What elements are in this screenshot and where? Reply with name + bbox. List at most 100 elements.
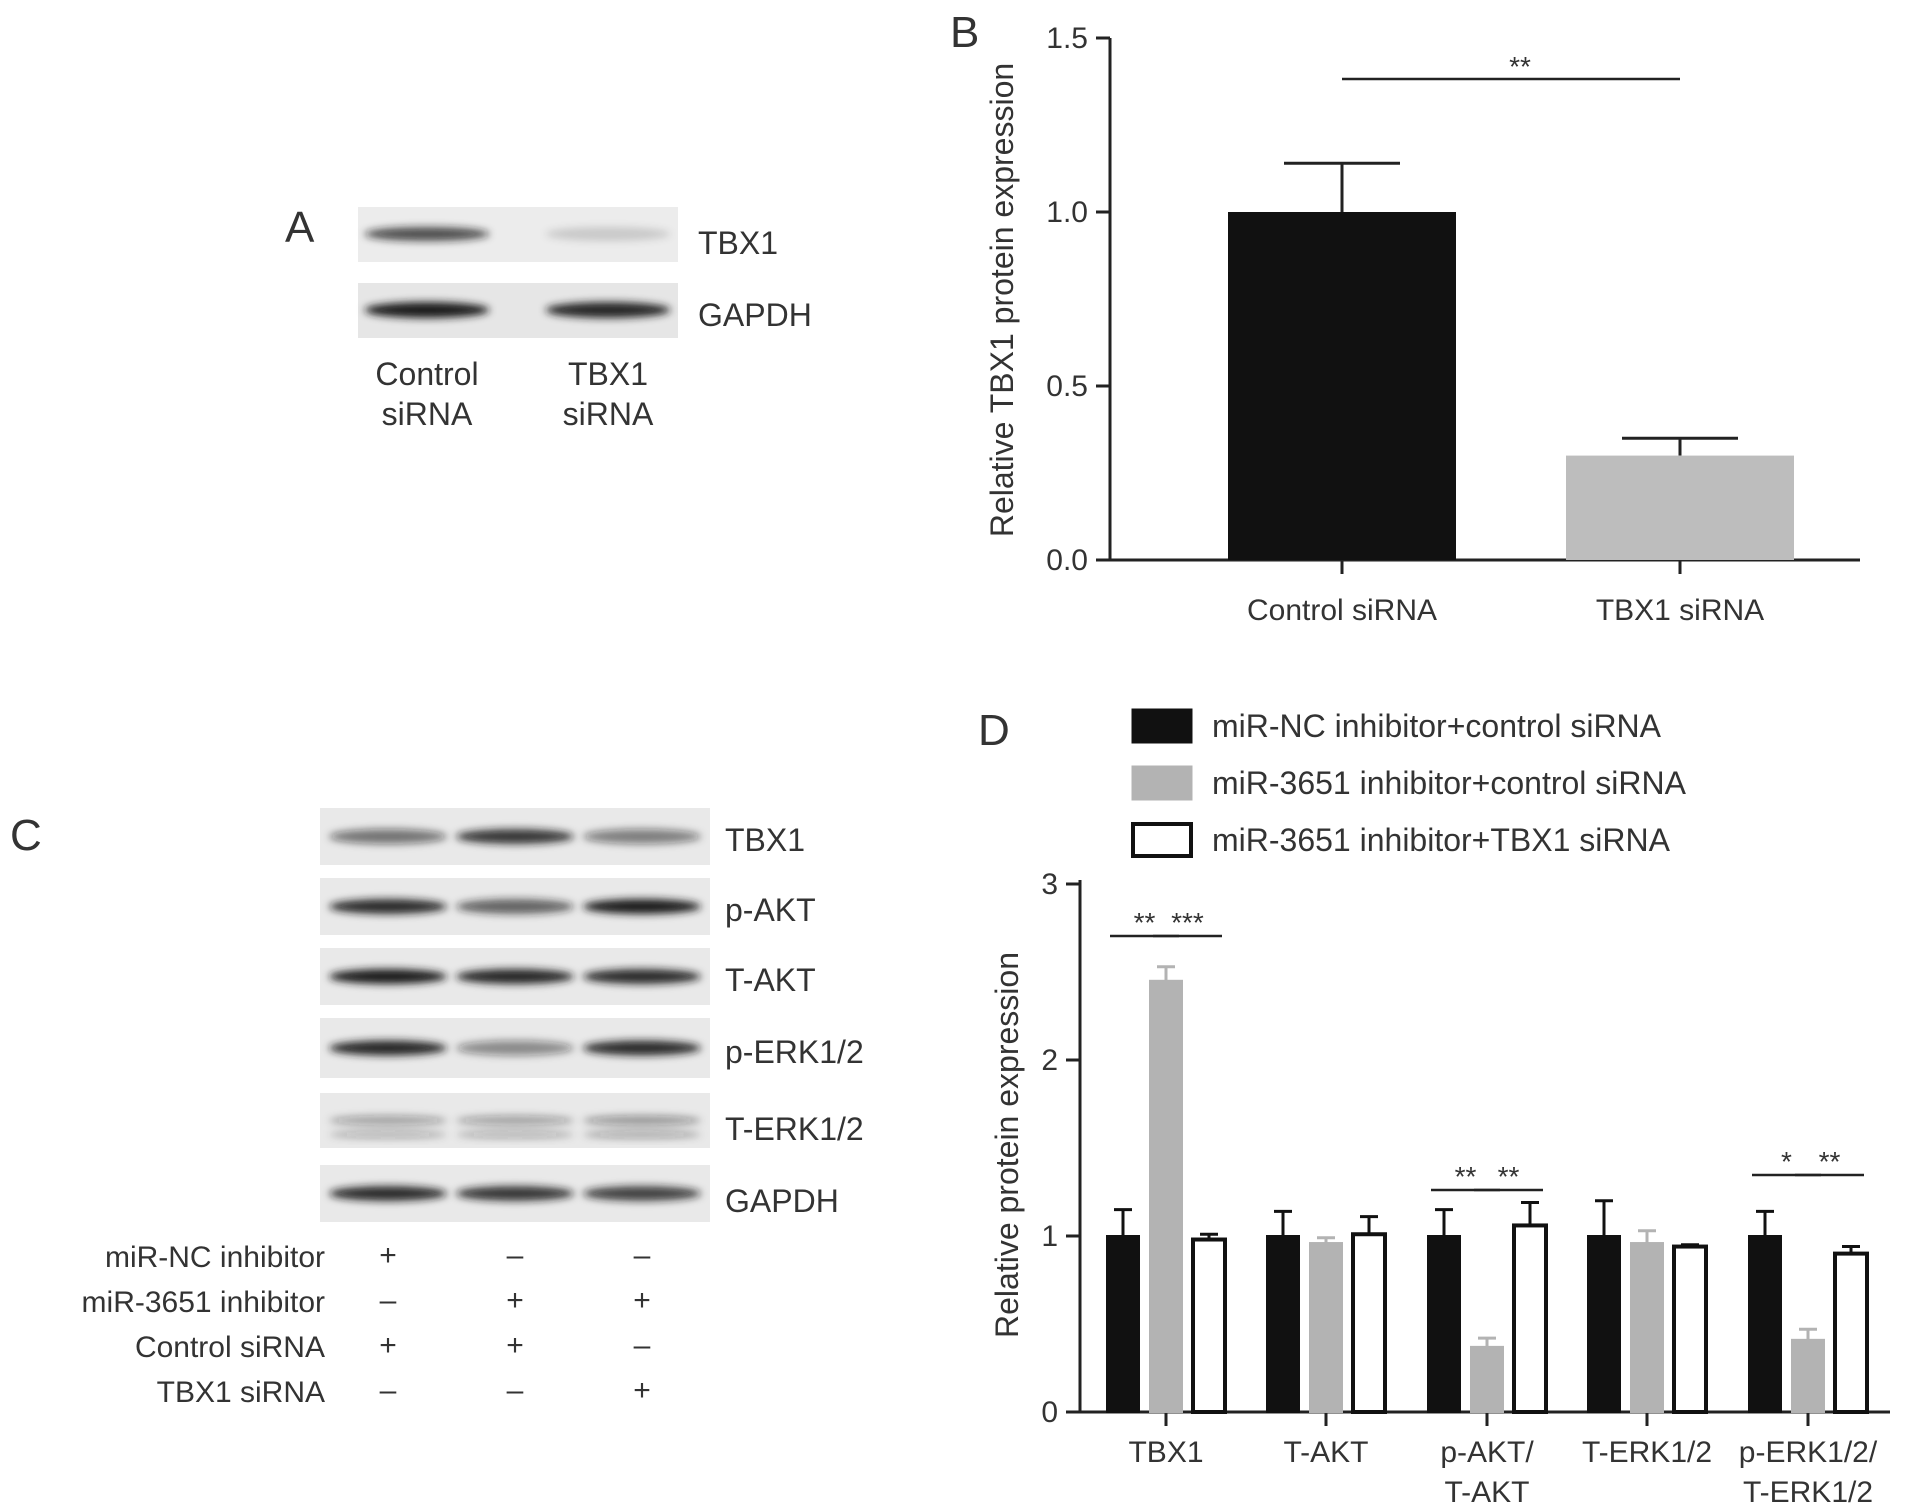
- panel-letter-d: D: [978, 706, 1010, 755]
- y-tick-label-b-0: 0.0: [1046, 544, 1088, 577]
- condition-label-control-sirna: Control siRNA: [135, 1331, 325, 1364]
- band-c-row-5-lane-2: [456, 1115, 574, 1126]
- sign-control-sirna-lane3: –: [634, 1329, 651, 1362]
- sign-control-sirna-lane2: +: [506, 1329, 524, 1362]
- y-axis-title-d: Relative protein expression: [989, 952, 1025, 1338]
- band-c-row-5b-lane-2: [456, 1130, 574, 1139]
- legend-label-series-2: miR-3651 inhibitor+control siRNA: [1212, 765, 1687, 801]
- lane-label-tbx1-line2: siRNA: [563, 396, 654, 432]
- sign-mir-nc-lane2: –: [507, 1239, 524, 1272]
- y-tick-label-b-1: 0.5: [1046, 370, 1088, 403]
- panel-c-western-blot: TBX1 p-AKT T-AKT p-ERK1/2 T-ERK1/2 GAPDH…: [82, 808, 864, 1409]
- legend-label-series-3: miR-3651 inhibitor+TBX1 siRNA: [1212, 822, 1671, 858]
- bar-d-g4-s2: [1833, 1251, 1869, 1414]
- bar-d-g4-s1: [1791, 1338, 1825, 1413]
- y-tick-label-d-3: 3: [1041, 868, 1058, 901]
- significance-label-b: **: [1509, 51, 1531, 82]
- lane-label-control-line1: Control: [375, 356, 478, 392]
- band-c-row-6-lane-3: [583, 1186, 701, 1201]
- y-tick-label-d-0: 0: [1041, 1396, 1058, 1429]
- band-c-row-5-lane-3: [583, 1115, 701, 1126]
- blot-label-tbx1: TBX1: [698, 225, 778, 261]
- band-c-row-1-lane-1: [329, 829, 447, 844]
- bar-d-g0-s2: [1191, 1237, 1227, 1415]
- sign-tbx1-sirna-lane2: –: [507, 1374, 524, 1407]
- bar-d-g1-s1: [1309, 1242, 1343, 1414]
- sign-mir-nc-lane1: +: [379, 1239, 397, 1272]
- bar-b-1: [1566, 455, 1794, 560]
- y-tick-label-d-1: 1: [1041, 1220, 1058, 1253]
- panel-a-western-blot: TBX1 GAPDH Control siRNA TBX1 siRNA: [358, 207, 812, 432]
- significance-label-d-2: **: [1455, 1161, 1477, 1192]
- bar-d-g2-s2: [1512, 1223, 1548, 1414]
- x-tick-label-control-sirna: Control siRNA: [1247, 594, 1437, 627]
- panel-letter-c: C: [10, 811, 42, 860]
- sign-mir-nc-lane3: –: [634, 1239, 651, 1272]
- bar-d-g3-s2: [1672, 1244, 1708, 1415]
- lane-label-control-line2: siRNA: [382, 396, 473, 432]
- band-a-tbx1-lane-1: [364, 227, 490, 241]
- band-c-row-5-lane-1: [329, 1115, 447, 1126]
- legend-d: miR-NC inhibitor+control siRNA miR-3651 …: [1131, 708, 1687, 858]
- bar-b-0: [1228, 212, 1456, 560]
- x-tick-label-d-p-akt-line2: T-AKT: [1444, 1476, 1529, 1509]
- lane-label-tbx1-line1: TBX1: [568, 356, 648, 392]
- bar-d-g3-s1: [1630, 1242, 1664, 1414]
- condition-label-mir-3651: miR-3651 inhibitor: [82, 1286, 325, 1319]
- condition-label-tbx1-sirna: TBX1 siRNA: [157, 1376, 325, 1409]
- bar-d-g3-s0: [1587, 1235, 1621, 1413]
- band-a-gapdh-lane-1: [364, 302, 490, 318]
- band-c-row-6-lane-2: [456, 1186, 574, 1201]
- bar-d-g4-s0: [1748, 1235, 1782, 1413]
- band-a-gapdh-lane-2: [545, 302, 671, 318]
- panel-letter-a: A: [285, 203, 315, 252]
- band-c-row-2-lane-3: [583, 899, 701, 914]
- legend-label-series-1: miR-NC inhibitor+control siRNA: [1212, 708, 1662, 744]
- bar-d-g1-s0: [1266, 1235, 1300, 1413]
- panel-b-bar-chart: 0.0 0.5 1.0 1.5 Relative TBX1 protein expre…: [984, 22, 1860, 627]
- significance-label-d-3: **: [1498, 1161, 1520, 1192]
- x-tick-label-tbx1-sirna: TBX1 siRNA: [1596, 594, 1764, 627]
- band-c-row-2-lane-2: [456, 899, 574, 914]
- sign-mir-3651-lane3: +: [633, 1284, 651, 1317]
- panel-d-grouped-bar-chart: miR-NC inhibitor+control siRNA miR-3651 …: [989, 708, 1890, 1509]
- legend-swatch-series-3: [1131, 822, 1193, 858]
- band-c-row-4-lane-2: [456, 1040, 574, 1056]
- y-tick-label-b-3: 1.5: [1046, 22, 1088, 55]
- x-tick-label-d-tbx1: TBX1: [1128, 1436, 1203, 1469]
- significance-label-d-4: *: [1781, 1146, 1792, 1177]
- band-c-row-4-lane-1: [329, 1040, 447, 1056]
- band-c-row-3-lane-3: [583, 969, 701, 984]
- bar-d-g0-s0: [1106, 1235, 1140, 1413]
- band-c-row-3-lane-2: [456, 969, 574, 984]
- panel-letter-b: B: [950, 8, 979, 57]
- bar-d-g2-s0: [1427, 1235, 1461, 1413]
- sign-mir-3651-lane2: +: [506, 1284, 524, 1317]
- blot-label-c-t-akt: T-AKT: [725, 962, 816, 998]
- bar-d-g1-s2: [1351, 1232, 1387, 1414]
- band-c-row-2-lane-1: [329, 899, 447, 914]
- sign-tbx1-sirna-lane3: +: [633, 1374, 651, 1407]
- condition-label-mir-nc: miR-NC inhibitor: [105, 1241, 325, 1274]
- x-tick-label-d-p-akt-line1: p-AKT/: [1440, 1436, 1534, 1469]
- band-c-row-1-lane-3: [583, 829, 701, 844]
- significance-label-d-5: **: [1819, 1146, 1841, 1177]
- band-c-row-1-lane-2: [456, 829, 574, 844]
- y-axis-title-b: Relative TBX1 protein expression: [984, 63, 1020, 537]
- band-c-row-4-lane-3: [583, 1040, 701, 1056]
- band-c-row-5b-lane-3: [583, 1130, 701, 1139]
- blot-label-c-t-erk: T-ERK1/2: [725, 1111, 864, 1147]
- y-tick-label-d-2: 2: [1041, 1044, 1058, 1077]
- bar-d-g0-s1: [1149, 979, 1183, 1413]
- blot-label-c-gapdh: GAPDH: [725, 1183, 839, 1219]
- significance-label-d-0: **: [1134, 907, 1156, 938]
- band-c-row-6-lane-1: [329, 1186, 447, 1201]
- band-c-row-3-lane-1: [329, 969, 447, 984]
- blot-label-gapdh: GAPDH: [698, 297, 812, 333]
- x-tick-label-d-p-erk-line1: p-ERK1/2/: [1739, 1436, 1878, 1469]
- legend-swatch-series-1: [1131, 708, 1193, 744]
- legend-swatch-series-2: [1131, 765, 1193, 801]
- sign-mir-3651-lane1: –: [380, 1284, 397, 1317]
- band-a-tbx1-lane-2: [545, 227, 671, 241]
